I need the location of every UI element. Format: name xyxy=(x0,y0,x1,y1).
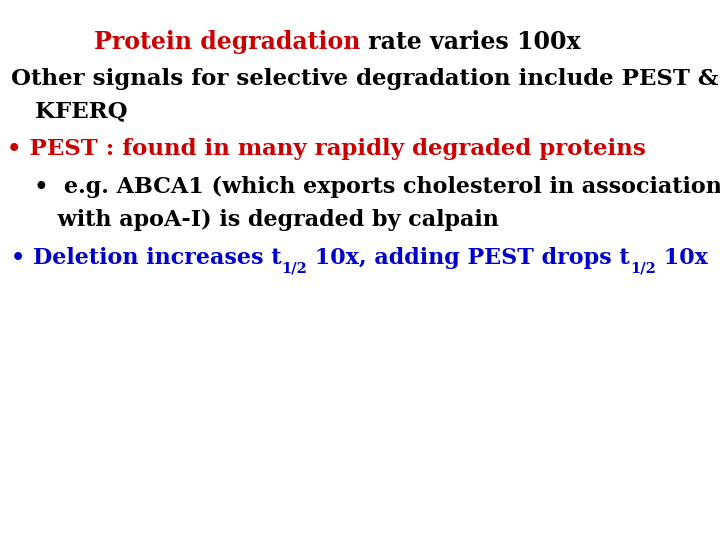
Text: 1/2: 1/2 xyxy=(282,262,307,276)
Text: •  e.g. ABCA1 (which exports cholesterol in association: • e.g. ABCA1 (which exports cholesterol … xyxy=(11,176,720,198)
Text: Protein degradation: Protein degradation xyxy=(94,30,360,53)
Text: with apoA-I) is degraded by calpain: with apoA-I) is degraded by calpain xyxy=(11,209,499,231)
Text: • Deletion increases t: • Deletion increases t xyxy=(11,247,282,269)
Text: Other signals for selective degradation include PEST &: Other signals for selective degradation … xyxy=(11,68,719,90)
Text: • PEST : found in many rapidly degraded proteins: • PEST : found in many rapidly degraded … xyxy=(7,138,646,160)
Text: rate varies 100x: rate varies 100x xyxy=(360,30,580,53)
Text: KFERQ: KFERQ xyxy=(11,100,127,122)
Text: 1/2: 1/2 xyxy=(630,262,656,276)
Text: 10x, adding PEST drops t: 10x, adding PEST drops t xyxy=(307,247,630,269)
Text: 10x: 10x xyxy=(656,247,708,269)
